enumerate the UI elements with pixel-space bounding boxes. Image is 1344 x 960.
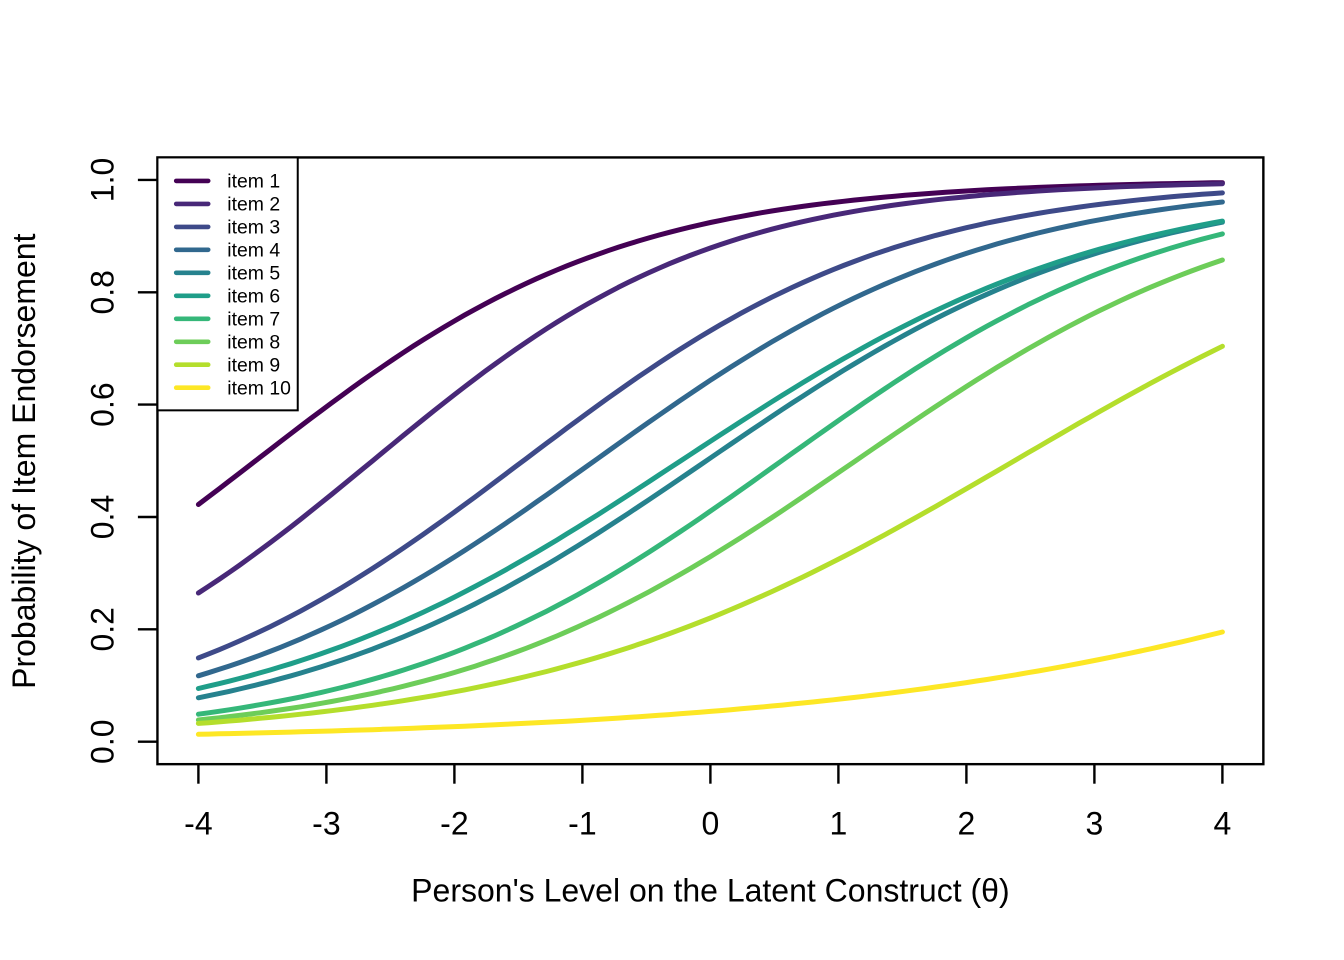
svg-text:-2: -2 <box>440 806 468 842</box>
svg-text:1.0: 1.0 <box>84 158 120 202</box>
svg-text:item 7: item 7 <box>227 309 280 331</box>
svg-text:1: 1 <box>830 806 848 842</box>
svg-text:2: 2 <box>958 806 976 842</box>
svg-text:item 1: item 1 <box>227 171 280 193</box>
svg-text:item 6: item 6 <box>227 286 280 308</box>
svg-text:0.4: 0.4 <box>84 495 120 539</box>
svg-text:item 3: item 3 <box>227 217 280 239</box>
svg-text:-4: -4 <box>184 806 212 842</box>
svg-text:item 2: item 2 <box>227 194 280 216</box>
svg-text:Person's Level on the Latent C: Person's Level on the Latent Construct (… <box>411 873 1009 909</box>
svg-text:0.6: 0.6 <box>84 382 120 426</box>
svg-text:item 5: item 5 <box>227 263 280 285</box>
svg-text:item 10: item 10 <box>227 378 291 400</box>
svg-text:0.2: 0.2 <box>84 607 120 651</box>
svg-text:item 4: item 4 <box>227 240 280 262</box>
svg-text:0.8: 0.8 <box>84 270 120 314</box>
svg-text:-1: -1 <box>568 806 596 842</box>
svg-text:Probability of Item Endorsemen: Probability of Item Endorsement <box>6 233 42 688</box>
svg-text:item 8: item 8 <box>227 332 280 354</box>
svg-text:-3: -3 <box>312 806 340 842</box>
svg-text:4: 4 <box>1214 806 1232 842</box>
svg-text:3: 3 <box>1086 806 1104 842</box>
svg-text:0.0: 0.0 <box>84 719 120 763</box>
svg-text:item 9: item 9 <box>227 355 280 377</box>
svg-text:0: 0 <box>702 806 720 842</box>
